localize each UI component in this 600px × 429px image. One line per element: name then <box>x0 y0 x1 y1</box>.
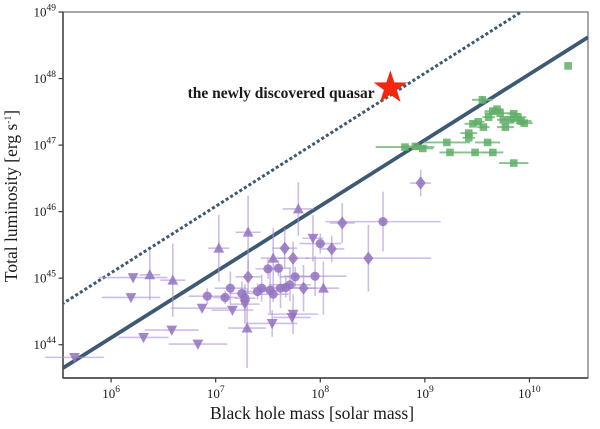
purple-circles-point <box>285 280 295 290</box>
purple-triangles-down-point <box>287 309 299 320</box>
green-squares-point <box>506 116 515 124</box>
green-squares-point <box>509 110 518 118</box>
purple-triangles-down-point <box>192 339 204 350</box>
green-squares-point <box>483 138 492 147</box>
purple-diamonds-point <box>279 241 290 255</box>
purple-triangles-up-point <box>144 269 156 280</box>
purple-triangles-up-point <box>167 274 179 285</box>
x-axis-label: Black hole mass [solar mass] <box>210 403 414 423</box>
green-squares-point <box>474 118 482 126</box>
y-tick-label: 1048 <box>34 70 57 86</box>
y-tick-label: 1046 <box>34 203 57 219</box>
green-squares-point <box>499 116 508 124</box>
purple-triangles-down-point <box>266 319 278 330</box>
green-squares-point <box>469 119 477 128</box>
green-squares-point <box>514 113 522 121</box>
green-squares-point <box>446 148 454 157</box>
purple-circles-point <box>315 238 325 249</box>
purple-circles-point <box>378 217 388 227</box>
y-tick-label: 1044 <box>34 336 57 352</box>
green-squares-point <box>501 123 510 131</box>
green-squares-point <box>509 159 518 167</box>
purple-circles-point <box>225 283 235 293</box>
purple-triangles-down-point <box>127 273 139 284</box>
purple-triangles-down-point <box>138 333 149 344</box>
green-squares-point <box>496 109 504 117</box>
green-squares-point <box>471 148 479 157</box>
plot-border <box>62 11 589 379</box>
purple-diamonds-point <box>326 242 337 256</box>
green-squares-point <box>411 142 420 151</box>
green-squares-point <box>443 138 451 147</box>
purple-triangles-down-point <box>227 305 238 316</box>
purple-diamonds-point <box>363 251 374 265</box>
purple-triangles-up-point <box>292 203 304 214</box>
purple-diamonds-point <box>287 251 299 265</box>
purple-circles-point <box>220 292 230 303</box>
ten-times-eddington-dotted <box>63 12 524 306</box>
purple-circles-point <box>273 263 284 273</box>
quasar-star-layer <box>373 70 407 103</box>
green-squares-point <box>489 107 497 115</box>
purple-triangles-up-point <box>242 226 254 237</box>
purple-triangles-down-point <box>239 299 251 310</box>
purple-diamonds-point <box>298 281 309 295</box>
purple-triangles-down-point <box>69 352 80 364</box>
purple-circles-point <box>268 289 278 299</box>
green-squares-point <box>418 144 427 153</box>
purple-circles-point <box>263 264 273 274</box>
purple-circles-point <box>257 283 267 293</box>
eddington-luminosity-solid <box>63 35 588 370</box>
purple-circles-point <box>290 272 300 282</box>
y-tick-label: 1049 <box>34 4 57 20</box>
green-squares-point <box>493 105 501 113</box>
green-squares-point <box>520 119 529 127</box>
reference-lines-layer <box>63 12 588 370</box>
purple-triangles-down-point <box>125 293 137 304</box>
x-tick-label: 1010 <box>518 385 541 401</box>
x-tick-label: 109 <box>416 385 434 401</box>
y-tick-label: 1047 <box>34 137 57 153</box>
purple-diamonds-point <box>415 176 426 190</box>
axes-layer: 106 107 108 109 1010 1044 1045 1046 1047 1048 1049 <box>34 4 541 402</box>
y-tick-label: 1045 <box>34 270 57 286</box>
purple-diamonds-point <box>243 270 254 284</box>
data-points-layer <box>69 62 572 364</box>
green-squares-point <box>479 123 488 131</box>
x-tick-label: 108 <box>311 385 329 401</box>
purple-triangles-down-point <box>166 325 178 336</box>
plot-background-layer <box>62 11 589 379</box>
y-axis-label: Total luminosity [erg s-1] <box>1 110 21 282</box>
green-squares-point <box>401 143 409 151</box>
purple-triangles-down-point <box>196 303 208 314</box>
green-squares-point <box>478 96 487 104</box>
x-tick-label: 106 <box>102 385 120 401</box>
purple-triangles-up-point <box>318 282 329 293</box>
purple-diamonds-point <box>337 216 348 230</box>
green-squares-point <box>464 129 473 137</box>
purple-triangles-up-point <box>241 322 253 333</box>
quasar-star-icon <box>373 70 407 103</box>
green-squares-point <box>484 113 493 121</box>
green-squares-point <box>564 62 572 70</box>
green-squares-point <box>464 133 473 142</box>
annotation-newly-discovered-quasar: the newly discovered quasar <box>188 85 375 102</box>
purple-triangles-up-point <box>267 252 279 263</box>
green-squares-point <box>489 148 497 157</box>
purple-triangles-down-point <box>307 233 319 245</box>
purple-circles-point <box>310 271 320 281</box>
purple-circles-point <box>202 291 212 301</box>
purple-triangles-up-point <box>213 242 225 253</box>
error-bars-layer <box>45 95 533 369</box>
x-tick-label: 107 <box>207 385 225 401</box>
